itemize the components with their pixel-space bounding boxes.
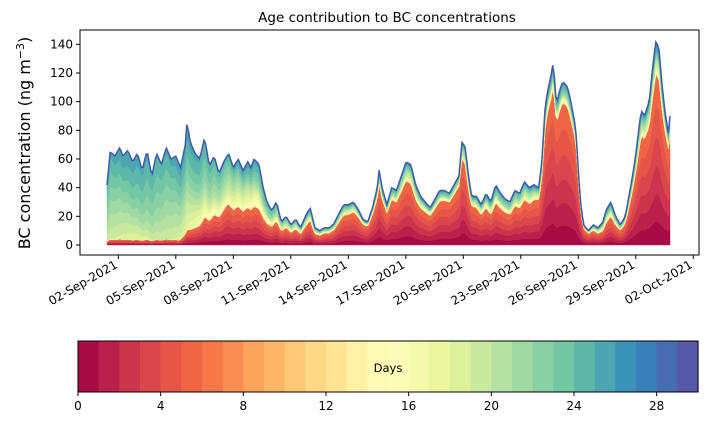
colorbar-band <box>450 341 472 392</box>
colorbar-band <box>119 341 141 392</box>
y-tick-label: 60 <box>58 152 73 166</box>
colorbar-band <box>181 341 203 392</box>
colorbar-band <box>284 341 306 392</box>
colorbar-label: Days <box>374 361 403 375</box>
colorbar-frame <box>77 340 699 393</box>
colorbar-band <box>367 341 389 392</box>
colorbar-band <box>305 341 327 392</box>
colorbar-band <box>532 341 554 392</box>
y-axis-label: BC concentration (ng m−3) <box>14 37 34 250</box>
colorbar-band <box>222 341 244 392</box>
colorbar-tick-label: 24 <box>566 399 581 413</box>
chart-title: Age contribution to BC concentrations <box>258 10 516 26</box>
colorbar-band <box>574 341 596 392</box>
colorbar-tick-label: 4 <box>157 399 165 413</box>
y-tick-label: 20 <box>58 209 73 223</box>
y-tick-label: 80 <box>58 123 73 137</box>
total-bc-line <box>106 39 671 232</box>
colorbar-band <box>243 341 265 392</box>
colorbar-tick-label: 28 <box>649 399 664 413</box>
colorbar-tick-label: 0 <box>74 399 82 413</box>
y-axis-label-superscript: −3 <box>14 43 27 59</box>
colorbar-band <box>594 341 616 392</box>
colorbar-band <box>160 341 182 392</box>
colorbar-band <box>656 341 678 392</box>
colorbar-band <box>615 341 637 392</box>
colorbar-band <box>636 341 658 392</box>
colorbar <box>77 340 699 393</box>
colorbar-band <box>512 341 534 392</box>
colorbar-band <box>202 341 224 392</box>
plot-frame <box>79 29 700 256</box>
colorbar-tick-label: 12 <box>318 399 333 413</box>
colorbar-ticks: 0 4 8 12 16 20 24 28 <box>74 392 664 413</box>
colorbar-band <box>553 341 575 392</box>
colorbar-tick-label: 20 <box>484 399 499 413</box>
y-tick-label: 120 <box>50 66 73 80</box>
stacked-age-areas <box>106 41 671 246</box>
colorbar-band <box>346 341 368 392</box>
y-axis-label-main: BC concentration (ng m <box>15 59 34 249</box>
y-tick-label: 100 <box>50 95 73 109</box>
colorbar-band <box>491 341 513 392</box>
colorbar-band <box>408 341 430 392</box>
colorbar-band <box>140 341 162 392</box>
y-axis-label-close: ) <box>15 37 34 43</box>
colorbar-band <box>78 341 100 392</box>
y-tick-label: 0 <box>65 238 73 252</box>
colorbar-band <box>388 341 410 392</box>
colorbar-band <box>264 341 286 392</box>
colorbar-tick-label: 8 <box>240 399 248 413</box>
colorbar-band <box>429 341 451 392</box>
colorbar-band <box>98 341 120 392</box>
colorbar-band <box>677 341 699 392</box>
colorbar-band <box>326 341 348 392</box>
y-axis-ticks: 0 20 40 60 80 100 120 140 <box>50 37 80 252</box>
y-tick-label: 40 <box>58 181 73 195</box>
colorbar-band <box>470 341 492 392</box>
x-axis-ticks: 02-Sep-202105-Sep-202108-Sep-202111-Sep-… <box>46 255 695 308</box>
colorbar-tick-label: 16 <box>401 399 416 413</box>
y-tick-label: 140 <box>50 37 73 51</box>
